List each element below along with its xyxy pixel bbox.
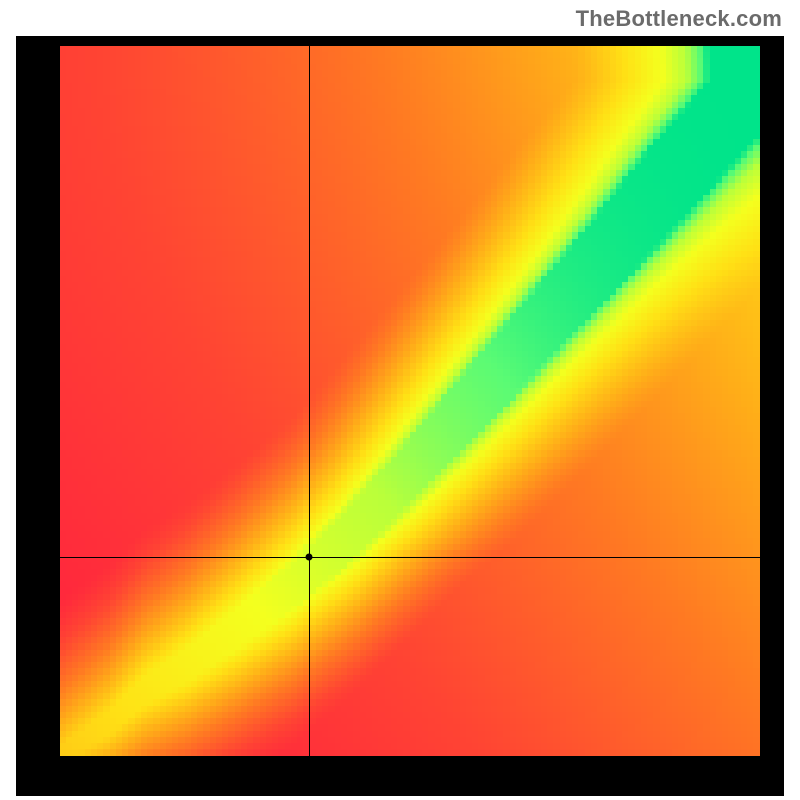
watermark-text: TheBottleneck.com — [576, 6, 782, 32]
chart-container: TheBottleneck.com — [0, 0, 800, 800]
heatmap-plot — [60, 46, 760, 756]
chart-frame — [16, 36, 784, 796]
heatmap-canvas — [60, 46, 760, 756]
